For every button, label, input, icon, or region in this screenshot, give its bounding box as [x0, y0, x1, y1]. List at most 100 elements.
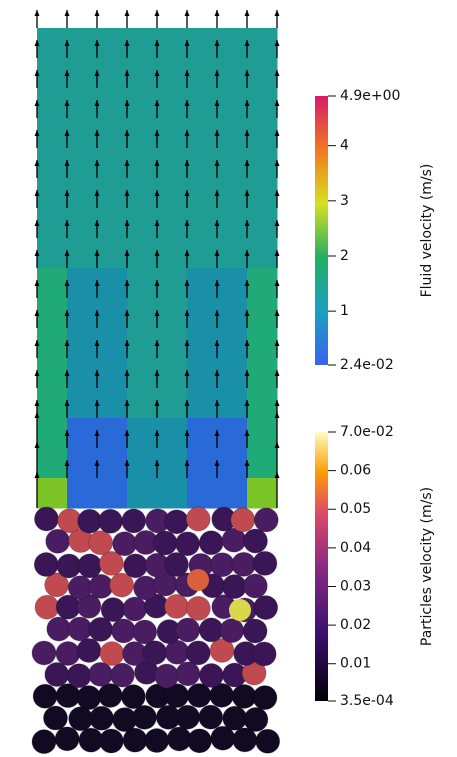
- fluid-cell: [37, 238, 68, 269]
- arrow-head: [154, 400, 160, 406]
- arrow-head: [274, 412, 280, 418]
- arrow-head: [154, 250, 160, 256]
- particle: [175, 661, 201, 687]
- arrow-head: [154, 280, 160, 286]
- fluid-cell: [37, 298, 68, 329]
- arrow-head: [214, 430, 220, 436]
- arrow-head: [184, 310, 190, 316]
- fluid-cell: [217, 178, 248, 209]
- particle: [252, 550, 278, 576]
- fluid-cell: [247, 448, 278, 479]
- arrow-head: [214, 460, 220, 466]
- fluid-cell: [247, 58, 278, 89]
- arrow-head: [274, 472, 280, 478]
- arrow-head: [244, 310, 250, 316]
- particle: [198, 530, 224, 556]
- particle: [110, 618, 136, 644]
- fluid-cell: [127, 118, 158, 149]
- arrow-head: [274, 130, 280, 136]
- particle: [198, 663, 224, 689]
- arrow-head: [64, 190, 70, 196]
- fluid-cell: [97, 88, 128, 119]
- particle: [89, 705, 115, 731]
- arrow-head: [274, 370, 280, 376]
- fluid-cell: [127, 478, 158, 509]
- arrow-head: [64, 220, 70, 226]
- particle: [164, 509, 190, 535]
- fluid-cell: [187, 58, 218, 89]
- particle: [109, 662, 135, 688]
- particle: [163, 552, 189, 578]
- arrow-head: [34, 340, 40, 346]
- fluid-cell: [97, 208, 128, 239]
- arrow-head: [34, 250, 40, 256]
- arrow-head: [214, 310, 220, 316]
- arrow-head: [124, 10, 130, 16]
- arrow-head: [274, 400, 280, 406]
- fluid-cell: [127, 388, 158, 419]
- particle: [97, 508, 123, 534]
- fluid-cell: [217, 448, 248, 479]
- fluid-cell: [127, 238, 158, 269]
- arrow-head: [94, 100, 100, 106]
- fluid-cell: [127, 148, 158, 179]
- particle: [122, 596, 148, 622]
- arrow-head: [154, 370, 160, 376]
- fluid-cell: [127, 28, 158, 59]
- fluid-cell: [157, 448, 188, 479]
- particle: [198, 704, 224, 730]
- particle: [121, 508, 147, 534]
- fluid-cell: [67, 268, 98, 299]
- colorbars: 4.9e+00 2.4e-02 4 3 2 1 Fluid velocity (m/s) 7.…: [315, 88, 435, 709]
- fluid-cell: [217, 148, 248, 179]
- arrow-head: [34, 472, 40, 478]
- colorbar: [315, 432, 328, 701]
- arrow-head: [214, 160, 220, 166]
- particle: [98, 728, 124, 754]
- particle: [132, 619, 158, 645]
- colorbar-label: 3: [340, 193, 349, 209]
- fluid-cell: [157, 268, 188, 299]
- fluid-cell: [67, 28, 98, 59]
- arrow-head: [124, 190, 130, 196]
- particle: [242, 528, 268, 554]
- fluid-cell: [67, 328, 98, 359]
- particle: [120, 684, 146, 710]
- arrow-head: [124, 430, 130, 436]
- arrow-head: [124, 400, 130, 406]
- fluid-cell: [37, 328, 68, 359]
- fluid-cell: [157, 58, 188, 89]
- arrow-head: [214, 370, 220, 376]
- particle: [34, 594, 60, 620]
- fluid-cell: [37, 448, 68, 479]
- arrow-head: [184, 460, 190, 466]
- arrow-head: [274, 220, 280, 226]
- particle: [164, 593, 190, 619]
- fluid-cell: [217, 208, 248, 239]
- fluid-cell: [67, 208, 98, 239]
- arrow-head: [184, 100, 190, 106]
- fluid-cell: [97, 268, 128, 299]
- particle: [76, 685, 102, 711]
- arrow-head: [94, 220, 100, 226]
- fluid-cell: [187, 448, 218, 479]
- arrow-head: [274, 340, 280, 346]
- particle: [31, 640, 57, 666]
- fluid-cell: [67, 418, 98, 449]
- particle: [252, 685, 278, 711]
- particle: [144, 728, 170, 754]
- arrow-head: [64, 10, 70, 16]
- fluid-cell: [247, 238, 278, 269]
- particle: [46, 616, 72, 642]
- simulation-view: [31, 10, 281, 755]
- particle: [185, 640, 211, 666]
- particle: [112, 531, 138, 557]
- arrow-head: [274, 40, 280, 46]
- particle: [253, 507, 279, 533]
- arrow-head: [94, 400, 100, 406]
- fluid-cell: [187, 148, 218, 179]
- arrow-head: [34, 280, 40, 286]
- fluid-cell: [37, 388, 68, 419]
- fluid-cell: [97, 148, 128, 179]
- fluid-cell: [67, 58, 98, 89]
